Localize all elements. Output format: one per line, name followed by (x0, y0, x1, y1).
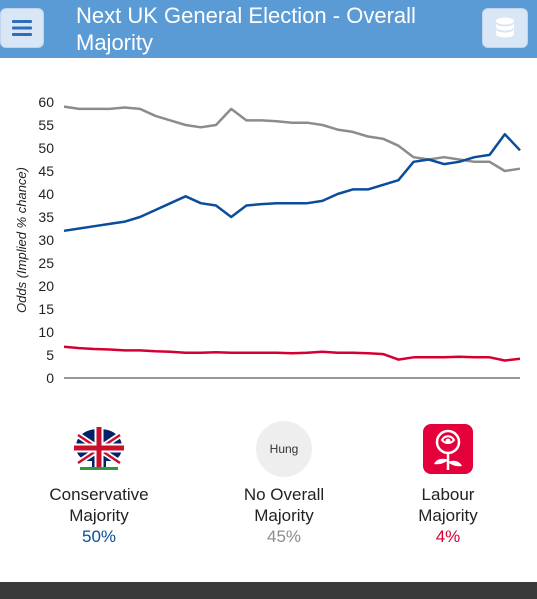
conservative-logo (70, 420, 128, 478)
y-tick-label: 15 (38, 301, 54, 317)
card-labour[interactable]: Labour Majority 4% (368, 420, 528, 547)
card-label-line1: Labour (421, 485, 475, 504)
menu-button[interactable] (0, 8, 44, 48)
y-tick-label: 55 (38, 117, 54, 133)
app-header: Next UK General Election - Overall Major… (0, 0, 537, 58)
card-percent: 45% (266, 527, 302, 546)
y-tick-label: 50 (38, 140, 54, 156)
y-tick-label: 10 (38, 324, 54, 340)
card-label-line1: Conservative (49, 485, 149, 504)
y-tick-label: 40 (38, 186, 54, 202)
card-conservative[interactable]: Conservative Majority 50% (19, 420, 179, 547)
y-tick-label: 25 (38, 255, 54, 271)
rose-icon (423, 424, 473, 474)
card-label-line2: Majority (254, 506, 314, 525)
labour-logo (419, 420, 477, 478)
database-button[interactable] (482, 8, 528, 48)
union-jack-tree-icon (74, 427, 124, 470)
odds-chart: Odds (Implied % chance) 0 5 10 15 20 25 30 35 40 4… (14, 94, 521, 386)
y-tick-label: 20 (38, 278, 54, 294)
card-label-line2: Majority (69, 506, 129, 525)
y-tick-label: 30 (38, 232, 54, 248)
y-tick-label: 35 (38, 209, 54, 225)
card-no-overall[interactable]: Hung No Overall Majority 45% (204, 420, 364, 547)
card-percent: 50% (81, 527, 117, 546)
y-tick-label: 5 (46, 347, 54, 363)
footer-bar (0, 582, 537, 599)
y-tick-label: 0 (46, 370, 54, 386)
series-line-labour-majority (63, 345, 521, 362)
y-tick-label: 60 (38, 94, 54, 110)
y-axis-label: Odds (Implied % chance) (14, 167, 29, 313)
card-percent: 4% (435, 527, 461, 546)
series-line-no-overall-majority (63, 105, 521, 173)
database-icon (496, 17, 514, 38)
card-label-line1: No Overall (243, 485, 325, 504)
y-tick-label: 45 (38, 163, 54, 179)
card-label-line2: Majority (418, 506, 478, 525)
series-line-conservative-majority (63, 132, 521, 233)
hung-badge: Hung (256, 421, 312, 477)
menu-icon (12, 20, 32, 36)
hung-logo: Hung (255, 420, 313, 478)
page-title: Next UK General Election - Overall Major… (76, 3, 416, 55)
